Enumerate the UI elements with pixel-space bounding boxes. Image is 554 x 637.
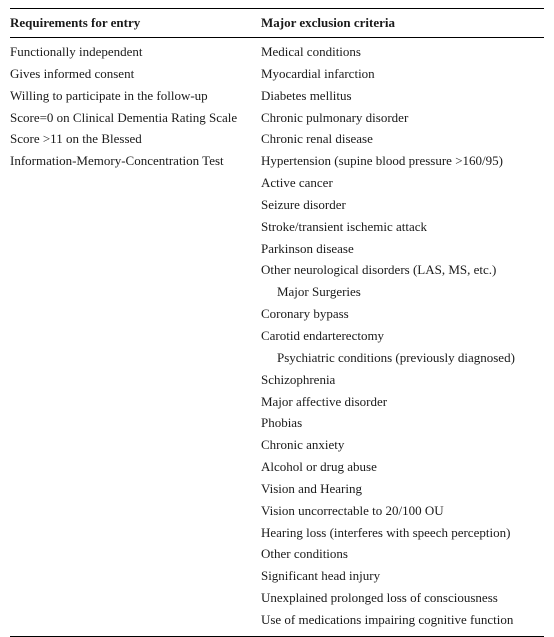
requirement-cell: Information-Memory-Concentration Test [10, 151, 261, 173]
requirement-cell [10, 435, 261, 457]
exclusion-cell: Myocardial infarction [261, 63, 544, 85]
requirement-cell [10, 566, 261, 588]
requirement-cell [10, 304, 261, 326]
table-row: Score >11 on the BlessedChronic renal di… [10, 129, 544, 151]
exclusion-cell: Hearing loss (interferes with speech per… [261, 522, 544, 544]
header-row: Requirements for entry Major exclusion c… [10, 9, 544, 38]
requirement-cell: Score >11 on the Blessed [10, 129, 261, 151]
requirement-cell [10, 391, 261, 413]
exclusion-cell: Schizophrenia [261, 369, 544, 391]
requirement-cell: Gives informed consent [10, 63, 261, 85]
requirement-cell [10, 238, 261, 260]
table-row: Chronic anxiety [10, 435, 544, 457]
table-row: Stroke/transient ischemic attack [10, 216, 544, 238]
table-row: Schizophrenia [10, 369, 544, 391]
exclusion-cell: Use of medications impairing cognitive f… [261, 609, 544, 636]
table-row: Other neurological disorders (LAS, MS, e… [10, 260, 544, 282]
table-row: Major Surgeries [10, 282, 544, 304]
exclusion-cell: Stroke/transient ischemic attack [261, 216, 544, 238]
requirement-cell [10, 216, 261, 238]
requirement-cell [10, 413, 261, 435]
criteria-table: Requirements for entry Major exclusion c… [10, 8, 544, 637]
table-row: Vision and Hearing [10, 478, 544, 500]
exclusion-cell: Chronic renal disease [261, 129, 544, 151]
exclusion-cell: Major affective disorder [261, 391, 544, 413]
exclusion-cell: Active cancer [261, 173, 544, 195]
exclusion-cell: Chronic pulmonary disorder [261, 107, 544, 129]
requirement-cell [10, 260, 261, 282]
requirement-cell [10, 369, 261, 391]
requirement-cell [10, 173, 261, 195]
requirement-cell [10, 588, 261, 610]
requirement-cell [10, 544, 261, 566]
table-row: Significant head injury [10, 566, 544, 588]
exclusion-cell: Diabetes mellitus [261, 85, 544, 107]
table-row: Seizure disorder [10, 194, 544, 216]
requirement-cell [10, 282, 261, 304]
requirement-cell [10, 457, 261, 479]
exclusion-cell: Carotid endarterectomy [261, 325, 544, 347]
table-row: Active cancer [10, 173, 544, 195]
requirement-cell [10, 347, 261, 369]
exclusion-cell: Chronic anxiety [261, 435, 544, 457]
requirement-cell [10, 500, 261, 522]
exclusion-cell: Major Surgeries [261, 282, 544, 304]
table-row: Information-Memory-Concentration TestHyp… [10, 151, 544, 173]
requirement-cell: Score=0 on Clinical Dementia Rating Scal… [10, 107, 261, 129]
exclusion-cell: Vision and Hearing [261, 478, 544, 500]
requirement-cell [10, 522, 261, 544]
exclusion-cell: Phobias [261, 413, 544, 435]
table-row: Score=0 on Clinical Dementia Rating Scal… [10, 107, 544, 129]
exclusion-cell: Alcohol or drug abuse [261, 457, 544, 479]
exclusion-cell: Other neurological disorders (LAS, MS, e… [261, 260, 544, 282]
table-row: Phobias [10, 413, 544, 435]
requirement-cell: Functionally independent [10, 38, 261, 64]
exclusion-cell: Hypertension (supine blood pressure >160… [261, 151, 544, 173]
requirement-cell [10, 609, 261, 636]
requirement-cell: Willing to participate in the follow-up [10, 85, 261, 107]
table-row: Parkinson disease [10, 238, 544, 260]
table-row: Psychiatric conditions (previously diagn… [10, 347, 544, 369]
table-row: Functionally independentMedical conditio… [10, 38, 544, 64]
table-row: Hearing loss (interferes with speech per… [10, 522, 544, 544]
table-row: Coronary bypass [10, 304, 544, 326]
header-exclusion: Major exclusion criteria [261, 9, 544, 38]
header-requirements: Requirements for entry [10, 9, 261, 38]
requirement-cell [10, 325, 261, 347]
exclusion-cell: Vision uncorrectable to 20/100 OU [261, 500, 544, 522]
requirement-cell [10, 194, 261, 216]
exclusion-cell: Other conditions [261, 544, 544, 566]
exclusion-cell: Seizure disorder [261, 194, 544, 216]
table-row: Carotid endarterectomy [10, 325, 544, 347]
exclusion-cell: Parkinson disease [261, 238, 544, 260]
table-row: Use of medications impairing cognitive f… [10, 609, 544, 636]
table-row: Gives informed consentMyocardial infarct… [10, 63, 544, 85]
table-row: Other conditions [10, 544, 544, 566]
exclusion-cell: Medical conditions [261, 38, 544, 64]
exclusion-cell: Coronary bypass [261, 304, 544, 326]
table-row: Willing to participate in the follow-upD… [10, 85, 544, 107]
table-body: Functionally independentMedical conditio… [10, 38, 544, 637]
exclusion-cell: Significant head injury [261, 566, 544, 588]
table-row: Alcohol or drug abuse [10, 457, 544, 479]
exclusion-cell: Unexplained prolonged loss of consciousn… [261, 588, 544, 610]
requirement-cell [10, 478, 261, 500]
table-row: Vision uncorrectable to 20/100 OU [10, 500, 544, 522]
table-row: Unexplained prolonged loss of consciousn… [10, 588, 544, 610]
exclusion-cell: Psychiatric conditions (previously diagn… [261, 347, 544, 369]
table-row: Major affective disorder [10, 391, 544, 413]
